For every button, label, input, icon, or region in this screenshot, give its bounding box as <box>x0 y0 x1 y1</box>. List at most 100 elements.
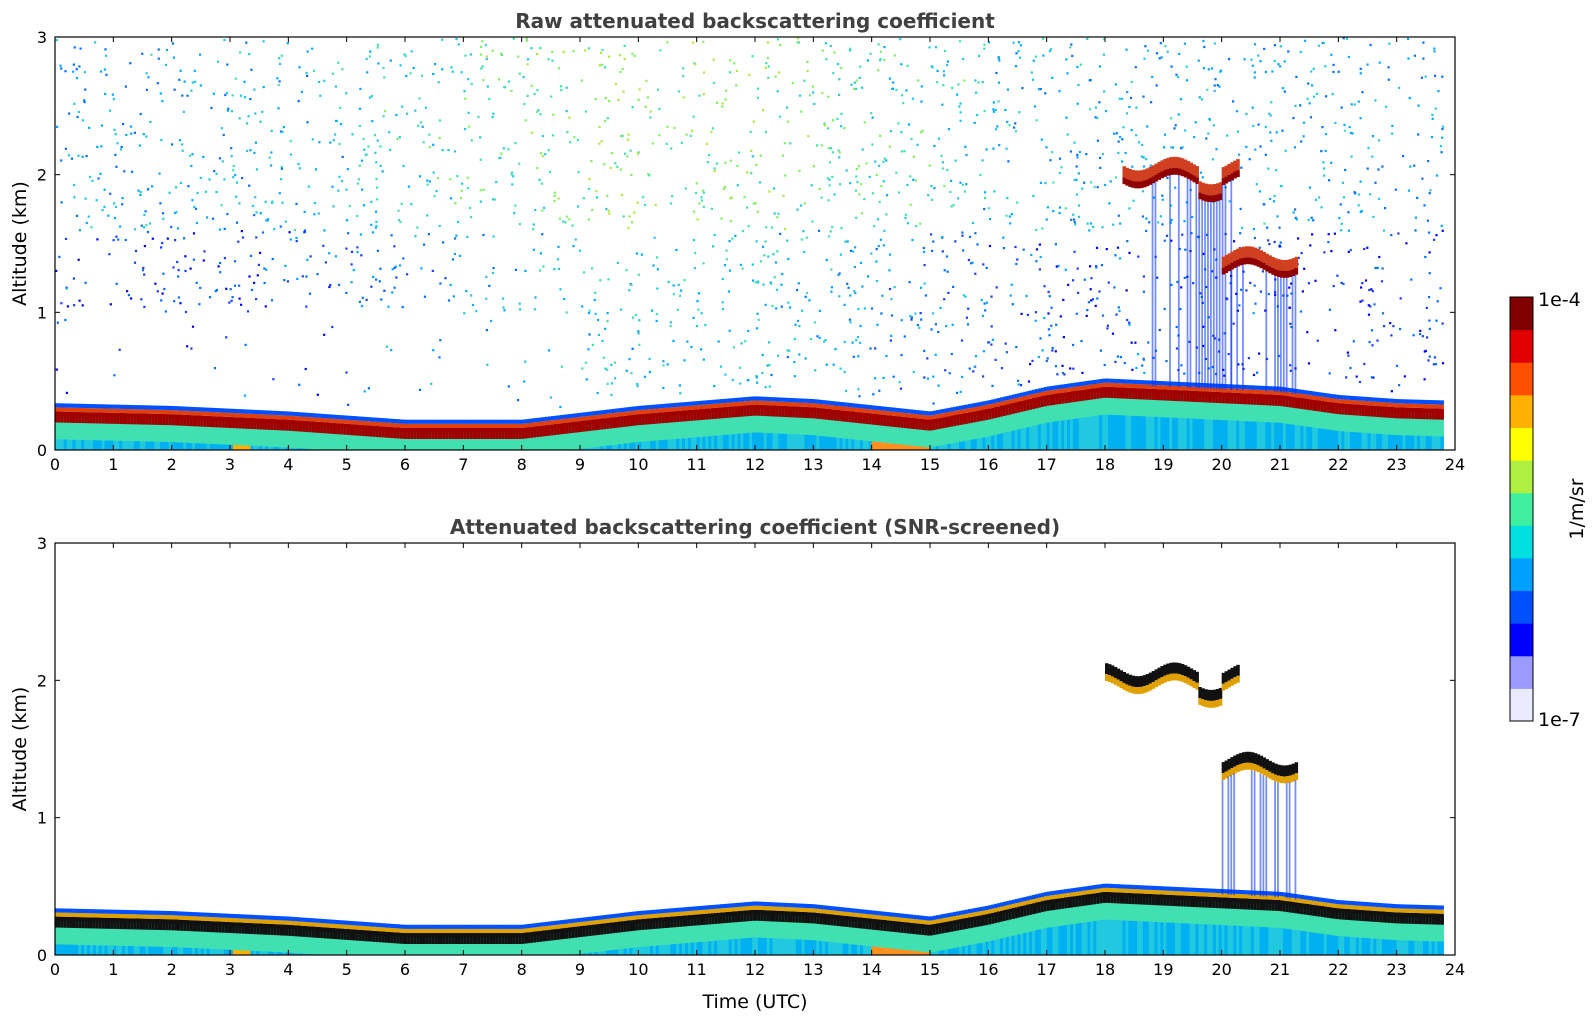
noise-pixel <box>196 282 198 284</box>
noise-pixel <box>929 165 931 167</box>
noise-pixel <box>1370 44 1372 46</box>
noise-pixel <box>940 307 942 309</box>
noise-pixel <box>1050 325 1052 327</box>
noise-pixel <box>179 302 181 304</box>
noise-pixel <box>701 199 703 201</box>
noise-pixel <box>119 226 121 228</box>
noise-pixel <box>488 98 490 100</box>
noise-pixel <box>218 265 220 267</box>
noise-pixel <box>1202 176 1204 178</box>
noise-pixel <box>1351 156 1353 158</box>
x-tick-label: 17 <box>1036 960 1056 979</box>
noise-pixel <box>1016 258 1018 260</box>
noise-pixel <box>113 98 115 100</box>
noise-pixel <box>1131 81 1133 83</box>
noise-pixel <box>716 163 718 165</box>
noise-pixel <box>775 307 777 309</box>
noise-pixel <box>1429 251 1431 253</box>
noise-pixel <box>566 87 568 89</box>
noise-pixel <box>1371 376 1373 378</box>
noise-pixel <box>724 374 726 376</box>
noise-pixel <box>194 81 196 83</box>
noise-pixel <box>245 344 247 346</box>
noise-pixel <box>1367 147 1369 149</box>
noise-pixel <box>323 80 325 82</box>
noise-pixel <box>486 55 488 57</box>
noise-pixel <box>420 121 422 123</box>
noise-pixel <box>1338 217 1340 219</box>
noise-pixel <box>351 133 353 135</box>
noise-pixel <box>1164 134 1166 136</box>
noise-pixel <box>889 288 891 290</box>
noise-pixel <box>1317 340 1319 342</box>
x-axis-label: Time (UTC) <box>701 991 807 1013</box>
noise-pixel <box>238 285 240 287</box>
noise-pixel <box>253 152 255 154</box>
noise-pixel <box>1395 189 1397 191</box>
noise-pixel <box>734 235 736 237</box>
noise-pixel <box>1442 230 1444 232</box>
noise-pixel <box>317 394 319 396</box>
noise-pixel <box>1005 215 1007 217</box>
noise-pixel <box>703 206 705 208</box>
noise-pixel <box>198 303 200 305</box>
noise-pixel <box>1422 335 1424 337</box>
noise-pixel <box>1228 58 1230 60</box>
noise-pixel <box>177 275 179 277</box>
noise-pixel <box>1066 72 1068 74</box>
noise-pixel <box>607 383 609 385</box>
noise-pixel <box>924 283 926 285</box>
noise-pixel <box>803 80 805 82</box>
noise-pixel <box>1429 328 1431 330</box>
noise-pixel <box>338 143 340 145</box>
noise-pixel <box>1191 216 1193 218</box>
noise-pixel <box>380 165 382 167</box>
noise-pixel <box>1148 221 1150 223</box>
noise-pixel <box>190 348 192 350</box>
noise-pixel <box>88 216 90 218</box>
noise-pixel <box>453 295 455 297</box>
noise-pixel <box>418 97 420 99</box>
noise-pixel <box>864 121 866 123</box>
noise-pixel <box>1076 194 1078 196</box>
noise-pixel <box>947 292 949 294</box>
noise-pixel <box>1348 230 1350 232</box>
noise-pixel <box>950 180 952 182</box>
noise-pixel <box>439 119 441 121</box>
noise-pixel <box>1343 196 1345 198</box>
noise-pixel <box>1345 376 1347 378</box>
noise-pixel <box>1065 269 1067 271</box>
noise-pixel <box>1180 286 1182 288</box>
noise-pixel <box>1294 105 1296 107</box>
noise-pixel <box>915 225 917 227</box>
noise-pixel <box>1208 68 1210 70</box>
noise-pixel <box>139 145 141 147</box>
noise-pixel <box>698 202 700 204</box>
noise-pixel <box>838 156 840 158</box>
x-tick-label: 22 <box>1328 960 1348 979</box>
noise-pixel <box>893 376 895 378</box>
noise-pixel <box>1018 111 1020 113</box>
noise-pixel <box>573 136 575 138</box>
noise-pixel <box>294 229 296 231</box>
noise-pixel <box>762 284 764 286</box>
x-tick-label: 21 <box>1270 455 1290 474</box>
noise-pixel <box>1381 280 1383 282</box>
noise-pixel <box>1114 361 1116 363</box>
x-tick-label: 7 <box>458 960 468 979</box>
noise-pixel <box>716 102 718 104</box>
noise-pixel <box>883 244 885 246</box>
noise-pixel <box>182 150 184 152</box>
noise-pixel <box>83 99 85 101</box>
noise-pixel <box>1166 235 1168 237</box>
x-tick-label: 4 <box>283 960 293 979</box>
noise-pixel <box>1017 50 1019 52</box>
noise-pixel <box>568 117 570 119</box>
noise-pixel <box>90 226 92 228</box>
noise-pixel <box>662 364 664 366</box>
noise-pixel <box>869 176 871 178</box>
x-tick: 7 <box>458 543 468 979</box>
noise-pixel <box>792 82 794 84</box>
noise-pixel <box>1341 282 1343 284</box>
noise-pixel <box>578 171 580 173</box>
